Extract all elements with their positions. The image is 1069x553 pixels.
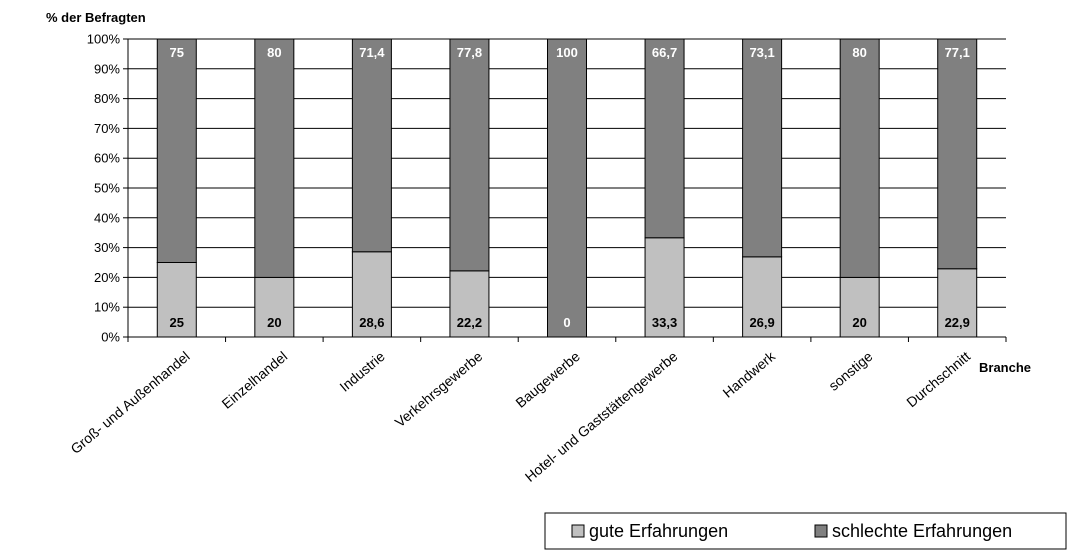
y-tick-label: 90% — [94, 61, 120, 76]
bar-segment — [156, 38, 197, 263]
y-axis-title: % der Befragten — [46, 10, 146, 25]
data-label: 22,9 — [945, 315, 970, 330]
data-label: 26,9 — [749, 315, 774, 330]
x-tick-label: Hotel- und Gaststättengewerbe — [522, 348, 681, 485]
y-tick-label: 10% — [94, 300, 120, 315]
data-label: 77,1 — [945, 45, 970, 60]
data-label: 73,1 — [749, 45, 774, 60]
y-tick-label: 20% — [94, 270, 120, 285]
bar-segment — [351, 38, 392, 253]
legend-frame — [544, 512, 1067, 550]
x-tick-label: Verkehrsgewerbe — [392, 348, 486, 430]
legend: gute Erfahrungen schlechte Erfahrungen — [544, 512, 1067, 550]
x-tick-label: Einzelhandel — [219, 348, 291, 412]
data-label: 33,3 — [652, 315, 677, 330]
y-tick-label: 60% — [94, 151, 120, 166]
y-tick-label: 40% — [94, 210, 120, 225]
legend-label-gute: gute Erfahrungen — [589, 521, 728, 541]
bar-segment — [254, 38, 295, 278]
x-tick-label: Industrie — [336, 348, 388, 395]
x-axis-title: Branche — [979, 360, 1031, 375]
bar-segment — [644, 38, 685, 239]
data-labels: 25 75 20 80 28,6 71,4 22,2 77,8 0 100 33,3 66,7 26,9… — [170, 45, 970, 330]
bar-segment — [742, 256, 783, 338]
y-tick-label: 50% — [94, 181, 120, 196]
legend-label-schlechte: schlechte Erfahrungen — [832, 521, 1012, 541]
y-tick-label: 100% — [87, 32, 121, 47]
y-tick-label: 70% — [94, 121, 120, 136]
data-label: 71,4 — [359, 45, 385, 60]
y-tick-label: 80% — [94, 91, 120, 106]
x-tick-label: Baugewerbe — [512, 348, 583, 411]
data-label: 100 — [556, 45, 578, 60]
data-label: 77,8 — [457, 45, 482, 60]
bar-segment — [449, 38, 490, 272]
data-label: 20 — [267, 315, 281, 330]
data-label: 22,2 — [457, 315, 482, 330]
y-tick-label: 0% — [101, 330, 120, 345]
x-tick-label: Handwerk — [719, 347, 778, 400]
y-tick-label: 30% — [94, 240, 120, 255]
x-tick-label: Groß- und Außenhandel — [67, 348, 192, 457]
bars — [156, 38, 978, 338]
bar-segment — [839, 276, 880, 338]
bar-segment — [449, 270, 490, 338]
data-label: 75 — [170, 45, 184, 60]
data-label: 80 — [852, 45, 866, 60]
x-tick-label: sonstige — [825, 348, 875, 394]
data-label: 20 — [852, 315, 866, 330]
data-label: 80 — [267, 45, 281, 60]
data-label: 28,6 — [359, 315, 384, 330]
data-label: 0 — [563, 315, 570, 330]
bar-segment — [547, 38, 587, 338]
bar-segment — [937, 38, 978, 270]
bar-segment — [644, 237, 685, 338]
bar-segment — [839, 38, 880, 278]
data-label: 25 — [170, 315, 184, 330]
data-label: 66,7 — [652, 45, 677, 60]
legend-swatch-schlechte — [814, 524, 828, 538]
x-tick-label: Durchschnitt — [903, 348, 973, 410]
bar-segment — [254, 276, 295, 338]
bar-segment — [742, 38, 783, 258]
legend-swatch-gute — [571, 524, 585, 538]
